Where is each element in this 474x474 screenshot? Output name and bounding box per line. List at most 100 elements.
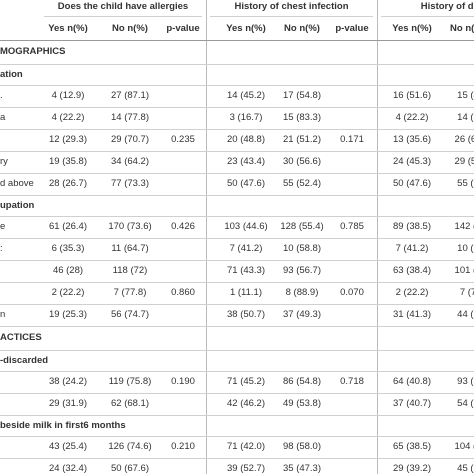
row-rule xyxy=(0,216,474,217)
column-header: No n(%) xyxy=(112,23,148,34)
cell: 43 (25.4) xyxy=(48,441,88,452)
cell: 104 (6 xyxy=(454,441,474,452)
cell: 2 (22.2) xyxy=(51,287,85,298)
header-rule xyxy=(381,16,474,17)
row-rule xyxy=(0,282,474,283)
cell: 34 (64.2) xyxy=(110,156,150,167)
section-heading: ACTICES xyxy=(0,332,42,343)
header-rule xyxy=(44,16,202,17)
group-header: History of di xyxy=(420,1,474,12)
column-header: Yes n(%) xyxy=(226,23,266,34)
cell: 29 (54 xyxy=(454,156,474,167)
cell: 37 (40.7) xyxy=(392,398,432,409)
cell: 44 (5 xyxy=(457,309,474,320)
cell: 19 (25.3) xyxy=(48,309,88,320)
cell: 54 (5 xyxy=(457,398,474,409)
cell: 16 (51.6) xyxy=(392,90,432,101)
cell: 7 (7 xyxy=(459,287,474,298)
cell: 21 (51.2) xyxy=(282,134,322,145)
header-rule xyxy=(210,16,373,17)
column-header: Yes n(%) xyxy=(392,23,432,34)
cell: 71 (42.0) xyxy=(226,441,266,452)
cell: 6 (35.3) xyxy=(51,243,85,254)
p-value: 0.190 xyxy=(171,376,195,387)
cell: 14 (45.2) xyxy=(226,90,266,101)
row-rule xyxy=(0,195,474,196)
row-rule xyxy=(0,173,474,174)
cell: 27 (87.1) xyxy=(110,90,150,101)
cell: 26 (63 xyxy=(454,134,474,145)
cell: 50 (47.6) xyxy=(226,178,266,189)
subheading: ation xyxy=(0,69,23,80)
cell: 55 (52.4) xyxy=(282,178,322,189)
cell: 15 (83.3) xyxy=(282,112,322,123)
row-rule xyxy=(0,64,474,65)
row-rule xyxy=(0,304,474,305)
column-divider xyxy=(206,0,207,474)
cell: 15 (4 xyxy=(457,90,474,101)
row-label: a xyxy=(0,112,6,123)
column-header: Yes n(%) xyxy=(48,23,88,34)
subheading: beside milk in first6 months xyxy=(0,420,126,431)
p-value: 0.235 xyxy=(171,134,195,145)
row-rule xyxy=(0,458,474,459)
cell: 29 (70.7) xyxy=(110,134,150,145)
cell: 2 (22.2) xyxy=(395,287,429,298)
row-rule xyxy=(0,326,474,327)
row-rule xyxy=(0,85,474,86)
cell: 4 (22.2) xyxy=(51,112,85,123)
cell: 29 (31.9) xyxy=(48,398,88,409)
column-header: No n(%) xyxy=(450,23,474,34)
p-value: 0.785 xyxy=(340,221,364,232)
cell: 14 (7 xyxy=(457,112,474,123)
cell: 118 (72) xyxy=(112,265,148,276)
cell: 50 (47.6) xyxy=(392,178,432,189)
cell: 4 (22.2) xyxy=(395,112,429,123)
cell: 45 (6 xyxy=(457,463,474,474)
cell: 3 (16.7) xyxy=(229,112,263,123)
cell: 4 (12.9) xyxy=(51,90,85,101)
cell: 55 (5 xyxy=(457,178,474,189)
cell: 39 (52.7) xyxy=(226,463,266,474)
cell: 89 (38.5) xyxy=(392,221,432,232)
cell: 42 (46.2) xyxy=(226,398,266,409)
subheading: -discarded xyxy=(0,355,49,366)
cell: 12 (29.3) xyxy=(48,134,88,145)
cell: 65 (38.5) xyxy=(392,441,432,452)
row-rule xyxy=(0,129,474,130)
cell: 30 (56.6) xyxy=(282,156,322,167)
row-rule xyxy=(0,260,474,261)
cell: 8 (88.9) xyxy=(285,287,319,298)
p-value: 0.171 xyxy=(340,134,364,145)
cell: 35 (47.3) xyxy=(282,463,322,474)
row-label: . xyxy=(0,90,3,101)
row-rule xyxy=(0,107,474,108)
cell: 49 (53.8) xyxy=(282,398,322,409)
row-label: : xyxy=(0,243,3,254)
cell: 62 (68.1) xyxy=(110,398,150,409)
row-label: n xyxy=(0,309,6,320)
p-value: 0.210 xyxy=(171,441,195,452)
column-header: p-value xyxy=(166,23,200,34)
cell: 98 (58.0) xyxy=(282,441,322,452)
cell: 103 (44.6) xyxy=(224,221,268,232)
row-rule xyxy=(0,436,474,437)
cell: 86 (54.8) xyxy=(282,376,322,387)
row-rule xyxy=(0,350,474,351)
cell: 7 (41.2) xyxy=(229,243,263,254)
cell: 142 (6 xyxy=(454,221,474,232)
cell: 64 (40.8) xyxy=(392,376,432,387)
row-rule xyxy=(0,393,474,394)
cell: 20 (48.8) xyxy=(226,134,266,145)
cell: 11 (64.7) xyxy=(111,243,149,254)
cell: 71 (45.2) xyxy=(226,376,266,387)
row-label: d above xyxy=(0,178,34,189)
cell: 37 (49.3) xyxy=(282,309,322,320)
cell: 38 (24.2) xyxy=(48,376,88,387)
cell: 7 (41.2) xyxy=(395,243,429,254)
row-label: e xyxy=(0,221,6,232)
cell: 31 (41.3) xyxy=(392,309,432,320)
column-header: p-value xyxy=(335,23,369,34)
cell: 7 (77.8) xyxy=(113,287,147,298)
cell: 101 (6 xyxy=(454,265,474,276)
